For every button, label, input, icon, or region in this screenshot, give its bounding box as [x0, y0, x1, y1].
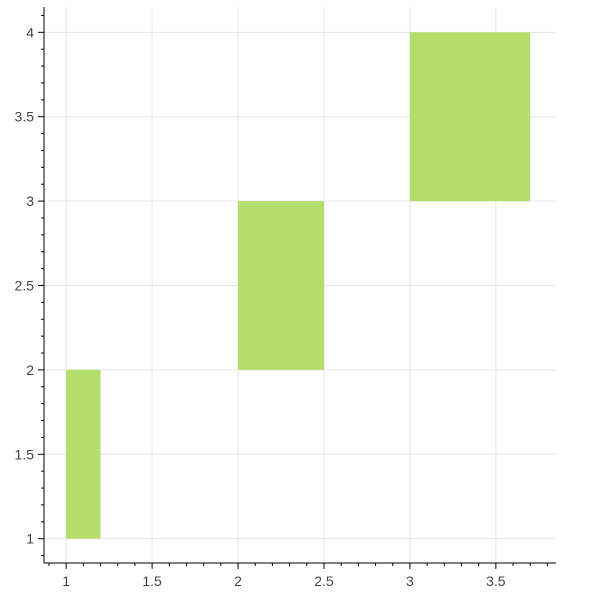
y-axis-ticks: 1 1.5 2 2.5 3 3.5 4 — [15, 14, 44, 557]
axes: 1 1.5 2 2.5 3 3.5 4 1 1.5 2 2.5 3 3.5 — [15, 7, 556, 589]
x-tick-label: 1.5 — [142, 573, 162, 589]
y-tick-label: 2.5 — [15, 278, 35, 294]
x-tick-label: 3 — [406, 573, 414, 589]
y-tick-label: 4 — [26, 24, 34, 40]
y-tick-label: 2 — [26, 362, 34, 378]
x-tick-label: 2.5 — [314, 573, 334, 589]
bar-1 — [66, 369, 101, 539]
x-tick-label: 1 — [62, 573, 70, 589]
y-tick-label: 1.5 — [15, 446, 35, 462]
bar-2 — [238, 201, 324, 370]
y-tick-label: 3 — [26, 193, 34, 209]
x-tick-label: 2 — [234, 573, 242, 589]
y-tick-label: 1 — [26, 531, 34, 547]
y-tick-label: 3.5 — [15, 109, 35, 125]
bar-3 — [409, 32, 531, 202]
bars — [66, 32, 531, 539]
x-tick-label: 3.5 — [486, 573, 506, 589]
x-axis-ticks: 1 1.5 2 2.5 3 3.5 — [48, 563, 548, 589]
